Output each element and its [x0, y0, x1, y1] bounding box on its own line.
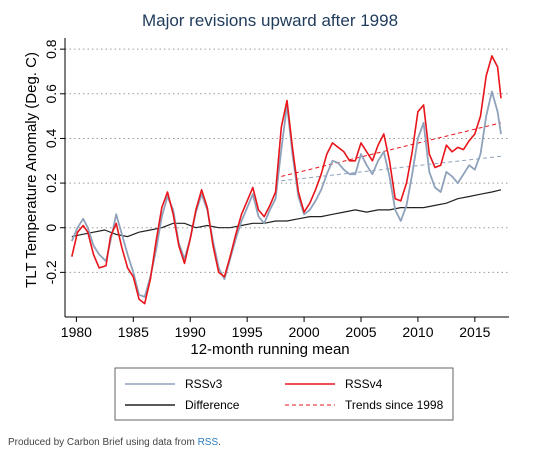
trend-line [281, 122, 502, 177]
axes [60, 38, 509, 322]
x-tick-label: 2005 [345, 324, 376, 340]
footer-text: Produced by Carbon Brief using data from [8, 437, 195, 448]
series-lines [70, 55, 502, 305]
y-tick-label: -0.2 [43, 260, 59, 284]
x-tick-label: 1990 [175, 324, 206, 340]
legend-label: RSSv3 [185, 377, 223, 391]
source-footer: Produced by Carbon Brief using data from… [8, 437, 221, 448]
x-tick-label: 1980 [61, 324, 92, 340]
line-chart: Major revisions upward after 1998 -0.2 0 0… [23, 11, 509, 421]
series-difference-line [71, 189, 502, 238]
y-tick-label: 0.4 [43, 128, 59, 148]
legend-label: Trends since 1998 [345, 398, 444, 412]
legend-label: Difference [185, 398, 240, 412]
x-tick-label: 2000 [288, 324, 319, 340]
footer-end: . [218, 437, 221, 448]
series-rssv3-line [70, 90, 502, 298]
y-tick-label: 0.8 [43, 39, 59, 59]
gridlines [65, 48, 509, 273]
x-tick-label: 2010 [402, 324, 433, 340]
y-axis-label: TLT Temperature Anomaly (Deg. C) [23, 52, 40, 288]
y-tick-label: 0.2 [43, 173, 59, 193]
trend-line [281, 155, 502, 182]
x-tick-label: 2015 [459, 324, 490, 340]
y-tick-label: 0 [43, 224, 59, 232]
x-axis-label: 12-month running mean [190, 341, 349, 358]
legend-label: RSSv4 [345, 377, 383, 391]
y-tick-label: 0.6 [43, 84, 59, 104]
legend-box [114, 367, 454, 421]
x-tick-label: 1995 [232, 324, 263, 340]
chart-title: Major revisions upward after 1998 [142, 11, 398, 30]
legend: RSSv3 RSSv4 Difference Trends since 1998 [114, 367, 454, 421]
tick-labels: -0.2 0 0.2 0.4 0.6 0.8 1980 1985 1990 1995 2000 200… [43, 39, 491, 340]
series-rssv4-line [71, 55, 502, 305]
x-tick-label: 1985 [118, 324, 149, 340]
rss-link[interactable]: RSS [197, 437, 219, 448]
